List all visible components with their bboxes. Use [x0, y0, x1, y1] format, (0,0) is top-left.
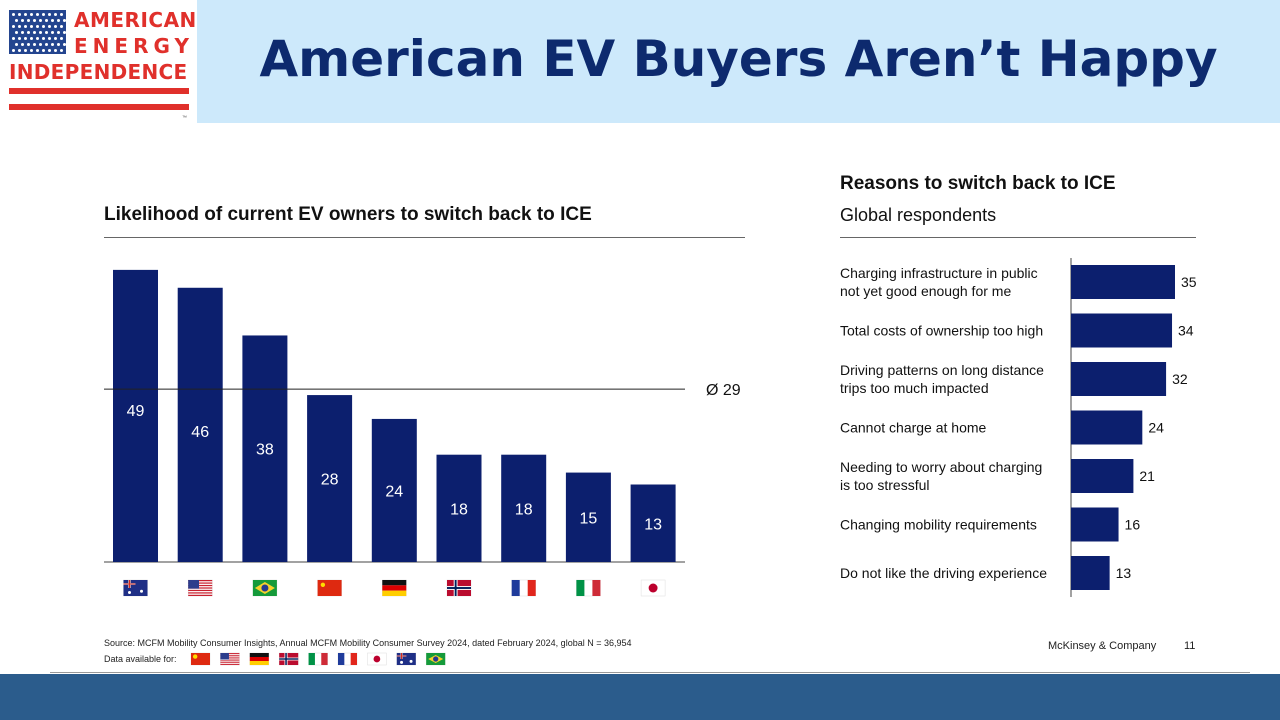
- american-energy-independence-logo: AMERICAN ENERGY INDEPENDENCE ™: [0, 0, 197, 123]
- bar-value-label: 18: [450, 501, 468, 518]
- reason-bar: [1071, 410, 1143, 445]
- bar-china: [307, 395, 353, 562]
- reason-bar: [1071, 507, 1119, 542]
- reason-value-label: 32: [1172, 371, 1188, 387]
- reason-label: Charging infrastructure in public: [840, 265, 1038, 281]
- bar-value-label: 15: [580, 510, 598, 527]
- reason-label: not yet good enough for me: [840, 283, 1011, 299]
- flag-australia-icon: [123, 579, 148, 597]
- logo-line-2: ENERGY: [74, 34, 194, 58]
- source-note: Source: MCFM Mobility Consumer Insights,…: [104, 638, 632, 648]
- reason-label: Driving patterns on long distance: [840, 362, 1044, 378]
- right-chart-title: Reasons to switch back to ICE: [840, 173, 1116, 194]
- company-name: McKinsey & Company: [1048, 640, 1157, 652]
- bar-value-label: 49: [127, 403, 145, 420]
- reason-value-label: 16: [1125, 517, 1141, 533]
- bar-australia: [113, 269, 158, 562]
- left-chart-title: Likelihood of current EV owners to switc…: [104, 204, 592, 225]
- flag-norway-icon: [278, 652, 299, 666]
- bar-brazil: [242, 335, 288, 562]
- reason-value-label: 34: [1178, 323, 1194, 339]
- title-band: [197, 0, 1280, 123]
- flag-japan-icon: [367, 652, 387, 666]
- bar-italy: [565, 472, 611, 562]
- reason-bar: [1071, 313, 1173, 348]
- flag-japan-icon: [640, 579, 666, 597]
- switch-reasons-chart: 35 Charging infrastructure in public not y…: [840, 258, 1197, 597]
- bar-japan: [630, 484, 676, 562]
- logo-stripe: [9, 104, 189, 110]
- reason-bar: [1071, 362, 1167, 396]
- bar-france: [501, 454, 547, 562]
- bar-value-label: 46: [191, 424, 209, 441]
- flag-norway-icon: [446, 579, 472, 597]
- trademark-mark: ™: [182, 115, 187, 121]
- reason-bar: [1071, 265, 1175, 299]
- bar-value-label: 18: [515, 501, 533, 518]
- reason-bar: [1071, 459, 1134, 493]
- flag-italy-icon: [308, 652, 328, 666]
- right-chart-subtitle: Global respondents: [840, 205, 997, 225]
- flag-italy-icon: [576, 579, 601, 597]
- reason-value-label: 21: [1139, 468, 1155, 484]
- bar-value-label: 24: [385, 483, 403, 500]
- bar-value-label: 38: [256, 442, 274, 459]
- bar-value-label: 28: [321, 472, 339, 489]
- page-number: 11: [1184, 640, 1196, 652]
- flag-china-icon: [317, 579, 342, 597]
- flag-france-icon: [511, 579, 536, 597]
- data-available-flags: [190, 652, 446, 666]
- reason-value-label: 13: [1116, 565, 1132, 581]
- flag-brazil-icon: [252, 579, 278, 597]
- left-title-rule: [104, 237, 745, 238]
- reason-label: trips too much impacted: [840, 380, 989, 396]
- flag-france-icon: [337, 652, 358, 666]
- flag-brazil-icon: [425, 652, 446, 666]
- flag-usa-icon: [220, 652, 240, 666]
- flag-usa-icon: [187, 579, 213, 597]
- reason-label: Needing to worry about charging: [840, 459, 1042, 475]
- bar-value-label: 13: [644, 516, 662, 533]
- bar-norway: [436, 454, 482, 562]
- logo-line-3: INDEPENDENCE: [9, 60, 188, 84]
- reason-bar: [1071, 556, 1110, 590]
- switch-likelihood-chart: 49 46 38 28 24 18 18 15 13 Ø 29: [104, 269, 741, 597]
- bar-germany: [371, 418, 417, 562]
- stars-icon: [9, 10, 66, 54]
- footer-band: [0, 674, 1280, 720]
- flag-germany-icon: [382, 579, 407, 597]
- reason-label: is too stressful: [840, 477, 929, 493]
- reason-label: Do not like the driving experience: [840, 565, 1047, 581]
- flag-germany-icon: [249, 652, 270, 666]
- slide-title: American EV Buyers Aren’t Happy: [259, 30, 1218, 88]
- reason-label: Total costs of ownership too high: [840, 323, 1043, 339]
- logo-stripe: [9, 88, 189, 94]
- average-label: Ø 29: [706, 382, 741, 399]
- logo-line-1: AMERICAN: [74, 8, 197, 32]
- reason-label: Cannot charge at home: [840, 420, 987, 436]
- flag-australia-icon: [396, 652, 417, 666]
- reason-value-label: 24: [1148, 420, 1164, 436]
- data-available-label: Data available for:: [104, 654, 177, 664]
- reason-value-label: 35: [1181, 274, 1197, 290]
- reason-label: Changing mobility requirements: [840, 517, 1037, 533]
- flag-china-icon: [190, 652, 211, 666]
- right-title-rule: [840, 237, 1196, 238]
- footer-rule: [50, 672, 1250, 673]
- bar-united-states: [177, 287, 223, 562]
